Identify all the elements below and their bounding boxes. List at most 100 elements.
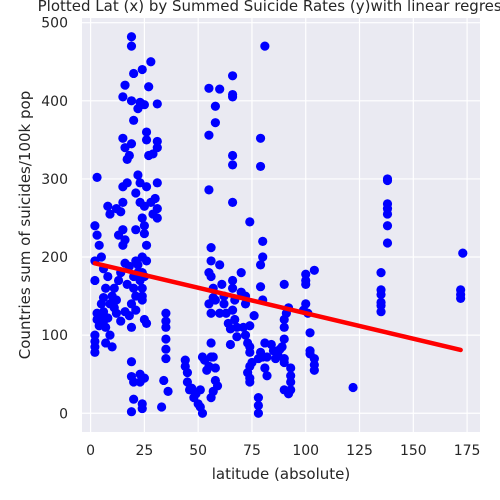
data-point — [161, 322, 171, 332]
data-point — [376, 268, 386, 278]
data-point — [253, 393, 264, 403]
y-tick-label: 0 — [59, 406, 68, 422]
y-tick-label: 300 — [41, 172, 68, 188]
data-point — [141, 182, 152, 192]
data-point — [245, 217, 255, 227]
data-point — [137, 403, 147, 414]
data-point — [96, 252, 106, 262]
data-point — [253, 408, 264, 418]
data-point — [126, 32, 137, 42]
data-point — [376, 307, 386, 317]
data-point — [118, 92, 128, 102]
y-tick-label: 400 — [41, 94, 68, 110]
data-point — [141, 240, 152, 250]
data-point — [240, 330, 251, 340]
y-axis-label: Countries sum of suicides/100k pop — [16, 91, 34, 359]
data-point — [260, 41, 270, 51]
data-point — [105, 330, 115, 340]
data-point — [98, 307, 109, 317]
data-point — [309, 365, 319, 375]
data-point — [255, 260, 266, 270]
data-point — [92, 172, 102, 182]
data-point — [118, 225, 128, 235]
data-point — [376, 289, 386, 300]
data-point — [122, 178, 132, 188]
data-point — [103, 201, 113, 211]
data-point — [458, 248, 468, 258]
data-point — [206, 308, 216, 318]
data-point — [253, 400, 264, 411]
data-point — [111, 308, 122, 318]
data-point — [163, 386, 173, 396]
grid — [82, 18, 480, 432]
x-axis-label: latitude (absolute) — [212, 465, 351, 483]
data-point — [309, 265, 319, 275]
data-point — [245, 347, 255, 357]
data-point — [301, 275, 311, 286]
data-point — [131, 188, 141, 198]
data-point — [217, 279, 227, 289]
data-point — [105, 209, 115, 219]
data-point — [126, 407, 137, 417]
data-point — [195, 385, 205, 395]
x-tick-label: 150 — [400, 443, 427, 459]
data-point — [227, 160, 238, 170]
data-point — [133, 260, 143, 270]
data-point — [120, 80, 130, 90]
data-point — [129, 377, 139, 387]
data-point — [118, 197, 128, 207]
chart-title: Plotted Lat (x) by Summed Suicide Rates … — [38, 0, 500, 15]
data-point — [137, 64, 147, 75]
y-tick-label: 100 — [41, 328, 68, 344]
data-point — [245, 377, 255, 387]
data-point — [131, 225, 141, 235]
data-point — [210, 295, 220, 305]
data-point — [126, 96, 137, 106]
data-point — [204, 185, 214, 195]
data-point — [131, 305, 141, 315]
data-point — [232, 332, 242, 342]
data-point — [305, 328, 315, 338]
data-point — [111, 295, 122, 305]
data-point — [90, 221, 100, 231]
data-point — [227, 89, 238, 100]
data-point — [260, 363, 270, 373]
x-tick-label: 75 — [243, 443, 261, 459]
y-tick-labels: 0 100 200 300 400 500 — [41, 16, 68, 423]
data-point — [279, 322, 289, 332]
data-point — [219, 299, 229, 309]
data-point — [277, 342, 287, 352]
data-point — [129, 68, 139, 79]
data-point — [133, 170, 143, 180]
data-point — [141, 135, 152, 145]
data-point — [101, 322, 111, 332]
data-point — [146, 57, 156, 67]
data-point — [232, 322, 242, 332]
data-point — [116, 316, 126, 326]
data-point — [144, 82, 154, 92]
data-point — [137, 295, 147, 305]
data-point — [152, 213, 162, 223]
data-point — [126, 139, 137, 149]
data-point — [144, 150, 154, 161]
data-point — [262, 371, 272, 381]
data-point — [103, 271, 113, 282]
data-point — [139, 228, 149, 239]
data-point — [113, 275, 124, 286]
data-point — [157, 402, 167, 412]
data-point — [258, 236, 268, 247]
data-point — [107, 342, 117, 352]
data-point — [161, 308, 171, 318]
data-point — [122, 279, 132, 289]
data-point — [90, 347, 100, 357]
data-point — [206, 243, 216, 253]
data-point — [227, 275, 238, 286]
data-point — [255, 282, 266, 292]
scatter-series — [90, 32, 468, 418]
data-point — [245, 321, 255, 331]
data-point — [286, 385, 296, 395]
data-point — [210, 118, 220, 128]
data-point — [124, 150, 134, 161]
data-point — [262, 352, 272, 362]
